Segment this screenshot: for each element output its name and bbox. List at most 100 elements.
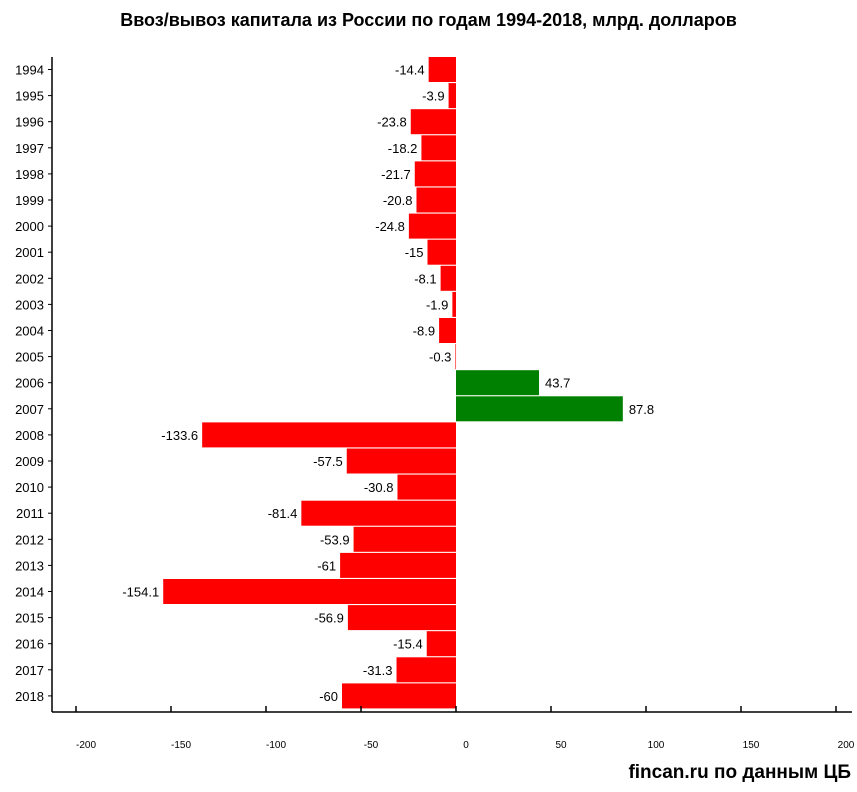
x-tick-label: 0 [463,740,469,751]
bar-1999 [416,187,456,213]
value-labels-group: -14.4 -3.9 -23.8 -18.2 -21.7 -20.8 -24.8-15 -8.… [108,58,663,708]
bar-2017 [396,657,456,683]
value-label-2004: -8.9 [413,324,435,339]
bar-2007 [456,396,623,422]
bar-2016 [426,631,456,657]
category-label-2009: 2009 [15,454,44,469]
bar-2008 [202,422,456,448]
bar-2003 [452,291,456,317]
x-tick-label: 100 [648,740,665,751]
bar-2001 [427,239,456,265]
value-label-bg-1996 [363,110,409,134]
value-label-bg-2009 [299,449,345,473]
category-label-2005: 2005 [15,350,44,365]
value-label-2002: -8.1 [414,271,436,286]
source-note: fincan.ru по данным ЦБ [628,762,851,783]
value-label-2013: -61 [317,558,336,573]
value-label-1999: -20.8 [383,193,413,208]
category-label-1994: 1994 [15,63,44,78]
value-label-bg-2017 [349,658,395,682]
category-label-2012: 2012 [15,532,44,547]
bar-2000 [408,213,456,239]
category-label-2007: 2007 [15,402,44,417]
value-label-2014: -154.1 [122,585,159,600]
value-label-1997: -18.2 [388,141,418,156]
bar-1995 [448,83,456,109]
value-label-bg-2004 [399,319,438,342]
category-label-2000: 2000 [15,219,44,234]
value-label-bg-2016 [379,632,425,656]
x-tick-label: 200 [838,740,855,751]
x-tick-label: -200 [76,740,96,751]
bar-2018 [342,683,456,709]
value-label-bg-2001 [395,240,426,264]
category-label-2010: 2010 [15,480,44,495]
bar-2009 [346,448,456,474]
value-label-2007: 87.8 [629,402,654,417]
chart-title: Ввоз/вывоз капитала из России по годам 1… [120,10,737,30]
bar-1998 [414,161,456,187]
value-label-2001: -15 [405,245,424,260]
bar-2002 [440,265,456,291]
category-label-2014: 2014 [15,585,44,600]
value-label-bg-2010 [350,475,396,499]
x-tick-label: 150 [743,740,760,751]
value-label-2003: -1.9 [426,297,448,312]
value-label-1994: -14.4 [395,63,425,78]
bar-2013 [340,552,456,578]
value-label-bg-2003 [412,292,451,316]
value-label-bg-2015 [300,606,346,630]
category-labels-group: 1994 1995 1996 1997 1998 1999 2000 2001 2002 2003… [15,63,52,704]
value-label-bg-1994 [381,58,427,81]
category-label-2001: 2001 [15,245,44,260]
value-label-bg-2013 [307,553,339,577]
value-label-1995: -3.9 [422,89,444,104]
value-label-2016: -15.4 [393,637,423,652]
value-label-bg-2012 [306,527,352,551]
bar-1996 [410,109,456,135]
value-label-bg-2014 [108,580,162,603]
value-label-bg-2011 [254,501,300,525]
value-label-1996: -23.8 [377,115,407,130]
category-label-2003: 2003 [15,297,44,312]
value-label-bg-2002 [401,266,439,290]
bars-group [163,57,623,709]
x-ticks-group: -200 -150 -100 -50 0 50 100 150 200 [75,706,855,751]
category-label-2016: 2016 [15,637,44,652]
category-label-1998: 1998 [15,167,44,182]
value-label-bg-1998 [367,162,413,186]
category-label-2018: 2018 [15,689,44,704]
category-label-1995: 1995 [15,89,44,104]
x-tick-label: -50 [364,740,379,751]
category-label-2017: 2017 [15,663,44,678]
bar-2011 [301,500,456,526]
value-label-2010: -30.8 [364,480,394,495]
value-label-2008: -133.6 [161,428,198,443]
bar-2010 [397,474,456,500]
value-label-bg-2006 [541,371,579,395]
bar-2006 [456,370,540,396]
value-label-bg-2007 [624,397,663,421]
value-label-bg-1997 [374,136,420,160]
value-label-2005: -0.3 [429,350,451,365]
x-tick-label: 50 [555,740,567,751]
category-label-2004: 2004 [15,324,44,339]
bar-1997 [421,135,456,161]
category-label-2002: 2002 [15,271,44,286]
value-label-bg-2000 [361,214,407,238]
value-label-bg-1999 [369,188,415,212]
category-label-1996: 1996 [15,115,44,130]
category-label-2013: 2013 [15,558,44,573]
value-label-2017: -31.3 [363,663,393,678]
value-label-2009: -57.5 [313,454,343,469]
category-label-2006: 2006 [15,376,44,391]
value-label-2012: -53.9 [320,532,350,547]
category-label-1999: 1999 [15,193,44,208]
x-tick-label: -150 [171,740,191,751]
category-label-2008: 2008 [15,428,44,443]
value-label-bg-2018 [309,684,340,708]
bar-2004 [439,318,456,343]
value-label-2000: -24.8 [375,219,405,234]
value-label-bg-1995 [408,84,447,108]
category-label-2015: 2015 [15,611,44,626]
